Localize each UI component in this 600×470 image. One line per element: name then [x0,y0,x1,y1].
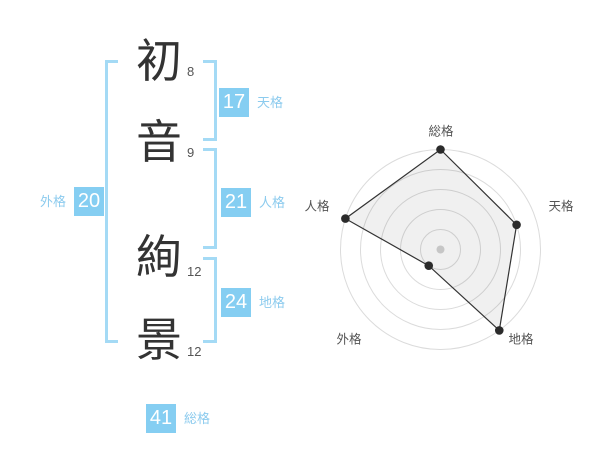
bracket-jinkaku [203,148,217,249]
soukaku-label: 総格 [184,411,211,426]
chikaku-badge: 24 地格 [221,288,285,317]
radar-axis-label-天格: 天格 [548,199,574,214]
radar-axis-label-地格: 地格 [508,332,534,347]
radar-axis-label-人格: 人格 [304,199,330,214]
jinkaku-badge: 21 人格 [221,188,285,217]
soukaku-badge: 41 総格 [146,404,210,433]
radar-point-天格 [512,220,521,230]
stroke-count-4: 12 [187,344,202,359]
gaikaku-label: 外格 [40,194,67,209]
radar-point-総格 [436,145,445,154]
name-char-3: 絢 [136,231,182,283]
stroke-count-1: 8 [187,64,195,79]
stroke-count-2: 9 [187,145,195,160]
radar-axis-label-外格: 外格 [336,332,362,347]
radar-axis-label-総格: 総格 [428,124,454,139]
chikaku-label: 地格 [259,295,286,310]
radar-point-地格 [494,326,504,335]
radar-ring-4 [360,169,521,330]
radar-point-人格 [341,214,350,223]
radar-polygon [344,148,518,332]
name-char-1: 初 [136,35,182,87]
name-char-4: 景 [136,314,182,366]
radar-center-dot [436,245,445,254]
bracket-tenkaku [203,60,217,141]
bracket-chikaku [203,257,217,343]
tenkaku-value: 17 [219,88,249,117]
tenkaku-badge: 17 天格 [219,88,283,117]
chikaku-value: 24 [221,288,251,317]
radar-ring-1 [420,229,461,270]
stroke-count-3: 12 [187,264,202,279]
gaikaku-value: 20 [74,187,105,216]
jinkaku-label: 人格 [259,195,286,210]
bracket-gaikaku [105,60,118,343]
radar-point-外格 [424,261,434,270]
gaikaku-badge: 外格 20 [40,187,105,216]
jinkaku-value: 21 [221,188,251,217]
tenkaku-label: 天格 [257,95,284,110]
radar-ring-3 [380,189,501,310]
name-char-2: 音 [136,116,182,168]
soukaku-value: 41 [146,404,176,433]
